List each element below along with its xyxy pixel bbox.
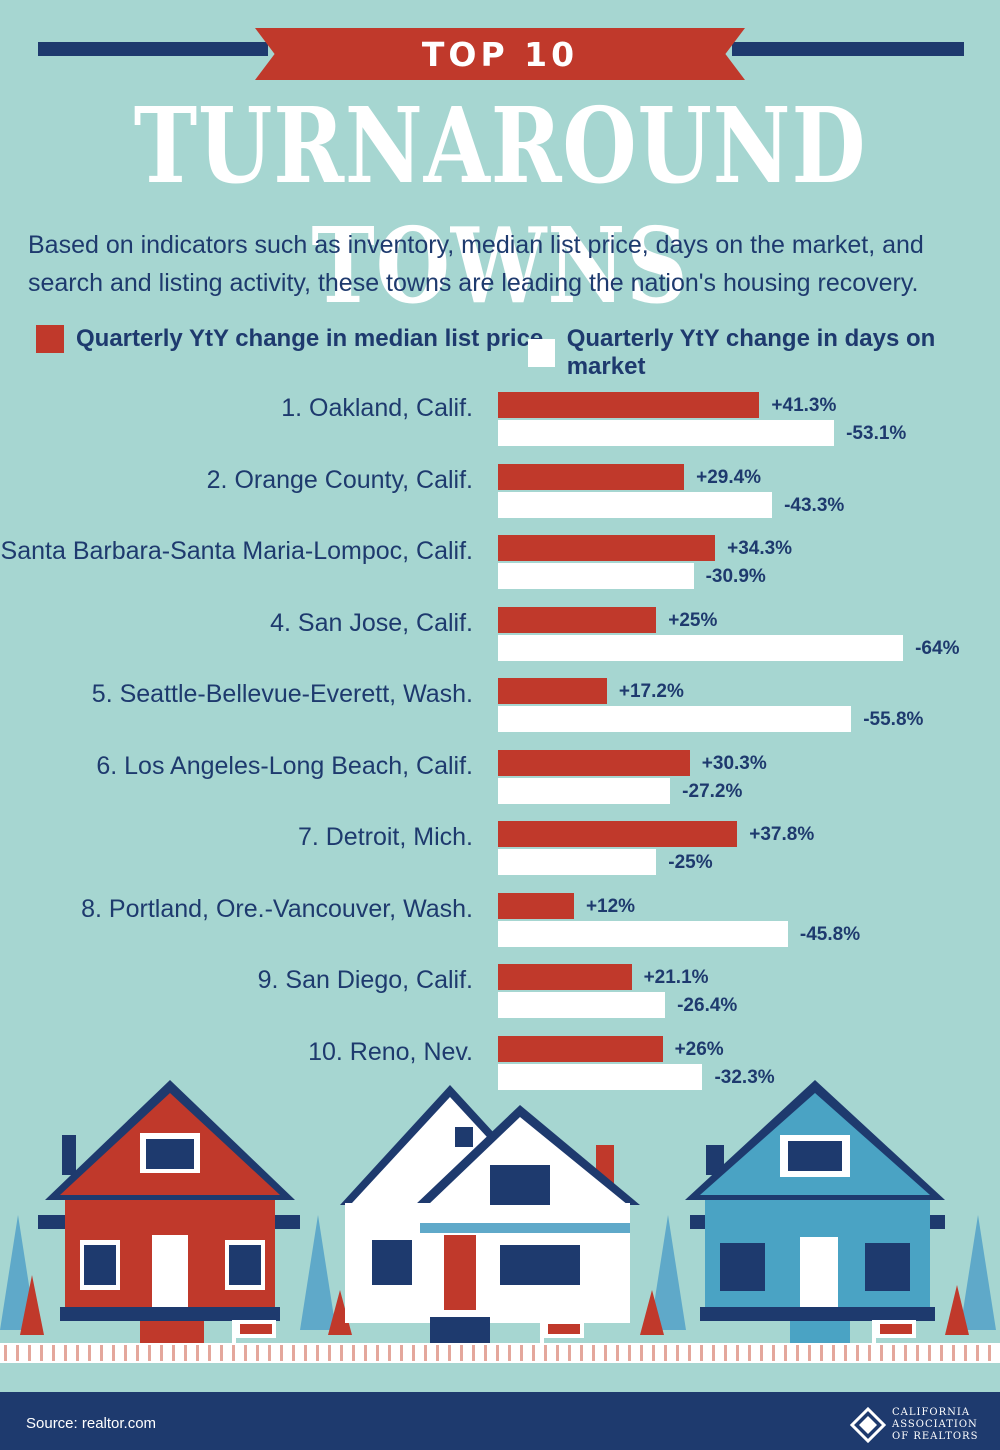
category-label: 8. Portland, Ore.-Vancouver, Wash.: [81, 894, 473, 923]
label-days-change: -45.8%: [799, 923, 861, 945]
bar-price-change: [498, 535, 716, 561]
logo-line-2: ASSOCIATION: [892, 1419, 978, 1430]
label-price-change: +41.3%: [771, 395, 837, 416]
category-label: 4. San Jose, Calif.: [270, 608, 473, 637]
legend-item-price: Quarterly YtY change in median list pric…: [36, 325, 543, 353]
car-emblem-icon: [850, 1407, 886, 1443]
category-label: 7. Detroit, Mich.: [297, 823, 473, 851]
label-price-change: +34.3%: [727, 538, 793, 559]
sale-sign-icon: [232, 1320, 916, 1350]
tree-icon: [0, 1215, 996, 1335]
label-days-change: -32.3%: [714, 1066, 775, 1088]
fence: [0, 1343, 1000, 1363]
car-logo: CALIFORNIA ASSOCIATION OF REALTORS: [850, 1402, 990, 1448]
legend-label-days: Quarterly YtY change in days on market: [566, 325, 936, 380]
bar-days-change: [498, 920, 788, 947]
bar-price-change: [498, 749, 690, 776]
header-rule-right: [732, 42, 964, 56]
label-price-change: +30.3%: [701, 752, 767, 774]
legend-swatch-white: [528, 339, 555, 367]
bar-days-change: [498, 420, 835, 446]
label-days-change: -43.3%: [784, 494, 845, 516]
top-ribbon: TOP 10: [255, 28, 745, 80]
category-label: 1. Oakland, Calif.: [281, 394, 473, 422]
bar-price-change: [498, 964, 632, 990]
blue-house: [685, 1080, 945, 1357]
white-house: [340, 1085, 640, 1357]
footer-bar: [0, 1392, 1000, 1450]
legend-swatch-red: [36, 325, 64, 353]
label-days-change: -53.1%: [846, 423, 907, 444]
bar-days-change: [498, 491, 773, 518]
label-price-change: +12%: [585, 895, 636, 917]
label-price-change: +29.4%: [696, 466, 762, 488]
category-label: 2. Orange County, Calif.: [206, 465, 473, 494]
label-days-change: -26.4%: [677, 995, 738, 1016]
logo-line-1: CALIFORNIA: [892, 1407, 971, 1418]
label-days-change: -30.9%: [705, 566, 766, 587]
label-price-change: +37.8%: [749, 824, 815, 845]
bar-price-change: [498, 1035, 663, 1062]
legend-label-price: Quarterly YtY change in median list pric…: [76, 325, 544, 352]
bar-price-change: [498, 892, 574, 919]
legend-item-days: Quarterly YtY change in days on market: [528, 325, 1000, 381]
label-price-change: +21.1%: [643, 967, 709, 988]
bar-days-change: [498, 1063, 703, 1090]
label-days-change: -55.8%: [863, 709, 924, 730]
bar-days-change: [498, 563, 694, 589]
houses-illustration: [0, 1080, 1000, 1363]
bar-price-change: [498, 392, 760, 418]
label-price-change: +17.2%: [618, 681, 684, 702]
logo-line-3: OF REALTORS: [892, 1431, 979, 1442]
description: Based on indicators such as inventory, m…: [28, 231, 924, 297]
bar-price-change: [498, 606, 657, 633]
bar-price-change: [498, 678, 607, 704]
label-days-change: -25%: [668, 852, 713, 873]
category-label: 3. Santa Barbara-Santa Maria-Lompoc, Cal…: [0, 537, 473, 565]
bar-price-change: [498, 463, 685, 490]
source-note: Source: realtor.com: [26, 1415, 157, 1432]
bar-days-change: [498, 634, 904, 661]
category-label: 6. Los Angeles-Long Beach, Calif.: [96, 751, 473, 780]
label-price-change: +26%: [674, 1038, 724, 1060]
category-label: 9. San Diego, Calif.: [257, 966, 473, 994]
category-label: 10. Reno, Nev.: [308, 1037, 473, 1066]
bar-days-change: [498, 777, 671, 804]
red-house: [38, 1080, 300, 1357]
page-title: TURNAROUND TOWNS: [133, 84, 867, 327]
category-label: 5. Seattle-Bellevue-Everett, Wash.: [91, 680, 473, 708]
label-days-change: -64%: [915, 637, 960, 659]
header-rule-left: [38, 42, 268, 56]
bar-days-change: [498, 849, 657, 875]
label-days-change: -27.2%: [682, 780, 743, 802]
bar-days-change: [498, 706, 852, 732]
label-price-change: +25%: [668, 609, 718, 631]
bar-price-change: [498, 821, 738, 847]
bar-days-change: [498, 992, 666, 1018]
